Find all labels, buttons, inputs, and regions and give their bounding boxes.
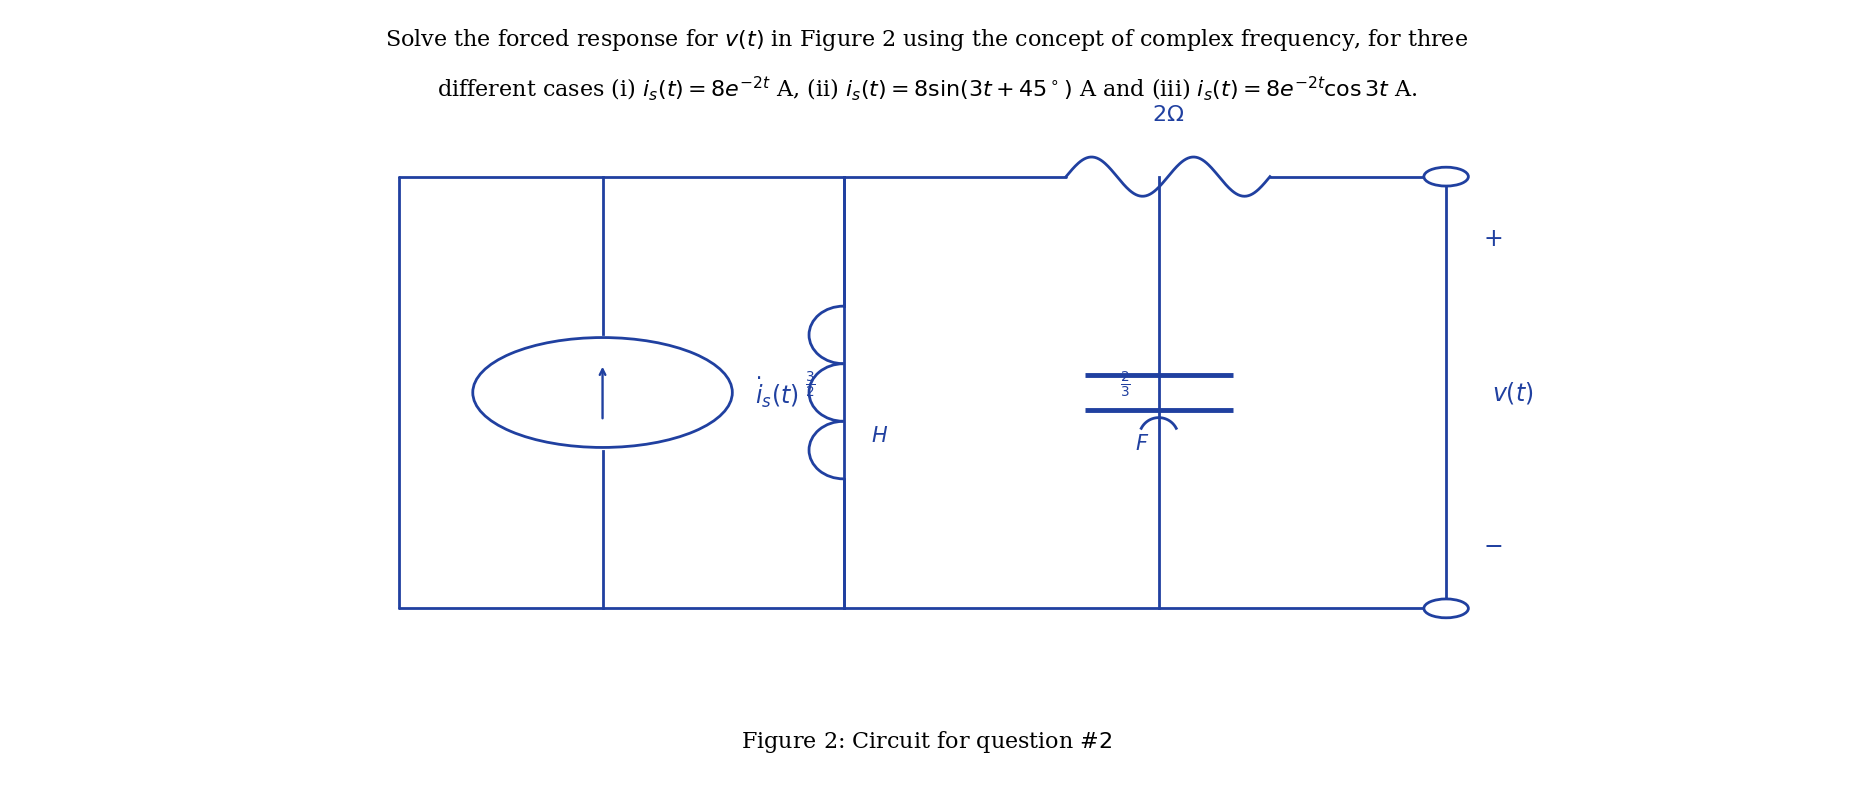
Text: $v(t)$: $v(t)$ (1492, 379, 1533, 406)
Text: $-$: $-$ (1483, 534, 1502, 557)
Circle shape (1424, 599, 1468, 618)
Text: Solve the forced response for $v(t)$ in Figure 2 using the concept of complex fr: Solve the forced response for $v(t)$ in … (386, 27, 1468, 53)
Text: Figure 2: Circuit for question $\#2$: Figure 2: Circuit for question $\#2$ (742, 728, 1112, 755)
Text: $\frac{2}{3}$: $\frac{2}{3}$ (1120, 370, 1131, 400)
Text: $F$: $F$ (1135, 433, 1149, 454)
Text: $+$: $+$ (1483, 228, 1502, 251)
Text: $\dot{i}_s(t)$: $\dot{i}_s(t)$ (755, 375, 799, 410)
Text: $2\Omega$: $2\Omega$ (1151, 104, 1185, 126)
Text: $H$: $H$ (871, 425, 888, 446)
Text: different cases (i) $i_s(t) = 8e^{-2t}$ A, (ii) $i_s(t) = 8\sin(3t + 45^\circ)$ : different cases (i) $i_s(t) = 8e^{-2t}$ … (436, 75, 1418, 103)
Text: $\frac{3}{2}$: $\frac{3}{2}$ (805, 370, 816, 400)
Circle shape (1424, 167, 1468, 186)
